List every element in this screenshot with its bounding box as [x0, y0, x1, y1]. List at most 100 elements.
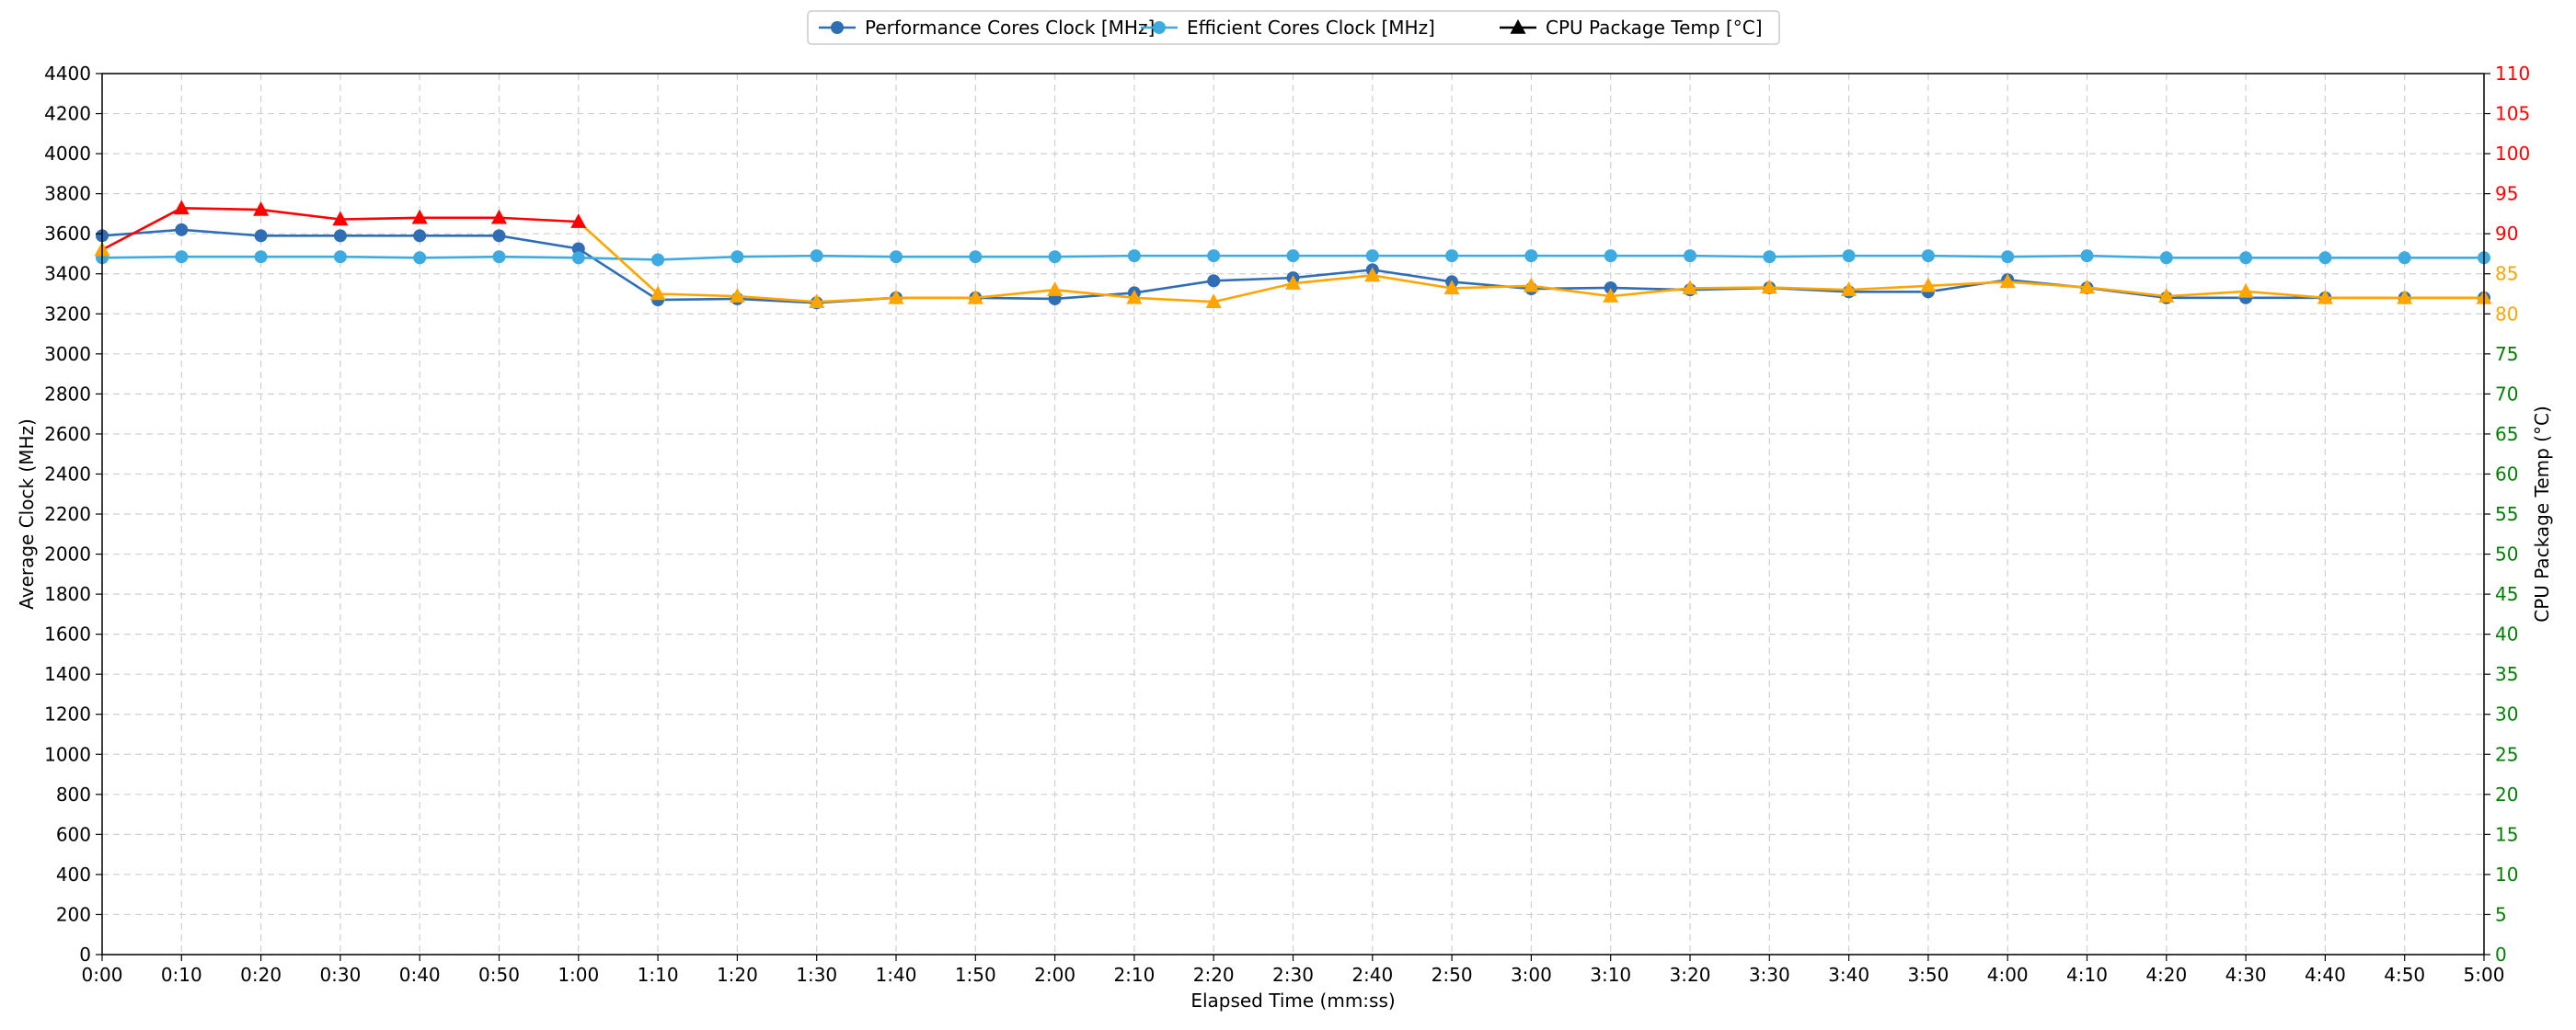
- y2-tick-label: 40: [2495, 624, 2518, 646]
- temp-line-segment: [737, 294, 817, 303]
- y-tick-label: 2600: [44, 423, 91, 445]
- temp-point: [570, 213, 587, 228]
- y2-tick-label: 110: [2495, 63, 2530, 85]
- y2-tick-label: 15: [2495, 823, 2518, 845]
- y-tick-label: 3000: [44, 343, 91, 365]
- y2-tick-label: 80: [2495, 303, 2518, 325]
- temp-point: [2397, 289, 2413, 304]
- temp-point: [2237, 282, 2254, 298]
- y-tick-label: 0: [79, 944, 91, 966]
- series-point-1: [1921, 249, 1935, 263]
- series-point-1: [2318, 251, 2332, 265]
- y2-tick-label: 85: [2495, 263, 2518, 285]
- y-tick-label: 1400: [44, 663, 91, 685]
- series-point-1: [1127, 249, 1141, 263]
- y-axis-label: Average Clock (MHz): [16, 418, 38, 610]
- series-layer: [94, 200, 2492, 310]
- x-tick-label: 2:00: [1034, 964, 1075, 986]
- legend-marker-temp: [1510, 19, 1526, 34]
- temp-line-segment: [2007, 280, 2087, 289]
- series-point-0: [1604, 280, 1617, 294]
- temp-line-segment: [1372, 274, 1453, 290]
- x-tick-label: 4:30: [2225, 964, 2267, 986]
- series-point-1: [492, 250, 506, 264]
- series-point-1: [2159, 251, 2173, 265]
- series-point-1: [2001, 250, 2015, 264]
- temp-line-segment: [1133, 296, 1214, 303]
- temp-point: [1284, 275, 1302, 290]
- x-tick-label: 3:20: [1670, 964, 1711, 986]
- y-tick-label: 2200: [44, 503, 91, 525]
- temp-point: [1126, 289, 1143, 304]
- legend-marker-performance: [831, 21, 844, 34]
- series-point-1: [2398, 251, 2411, 265]
- y-tick-label: 200: [56, 903, 91, 925]
- temp-point: [1523, 277, 1539, 292]
- temp-point: [1443, 280, 1460, 295]
- temp-line-segment: [975, 288, 1055, 300]
- series-point-0: [333, 229, 347, 243]
- series-point-1: [1524, 249, 1538, 263]
- y2-tick-label: 45: [2495, 583, 2518, 605]
- temp-line-segment: [1848, 284, 1928, 292]
- y2-tick-label: 50: [2495, 544, 2518, 566]
- temp-line-segment: [1213, 281, 1294, 303]
- temp-point: [173, 200, 190, 215]
- series-point-0: [492, 229, 506, 243]
- x-tick-label: 4:40: [2305, 964, 2346, 986]
- temp-line-segment: [101, 207, 182, 251]
- y-tick-label: 1000: [44, 743, 91, 765]
- temp-line-segment: [2166, 290, 2247, 298]
- temp-point: [888, 289, 904, 304]
- temp-point: [1682, 280, 1698, 295]
- legend-marker-efficient: [1153, 21, 1166, 34]
- y2-tick-label: 100: [2495, 143, 2530, 165]
- temp-point: [1364, 267, 1381, 282]
- x-tick-label: 3:30: [1749, 964, 1790, 986]
- x-tick-label: 4:50: [2384, 964, 2425, 986]
- temp-line-segment: [816, 296, 897, 303]
- temp-point: [490, 209, 508, 224]
- series-point-0: [1207, 274, 1221, 288]
- temp-point: [809, 293, 825, 308]
- temp-line-segment: [260, 208, 341, 221]
- y-tick-label: 1600: [44, 624, 91, 646]
- temp-line-segment: [577, 221, 659, 295]
- y2-tick-label: 60: [2495, 463, 2518, 485]
- x-tick-label: 2:50: [1432, 964, 1473, 986]
- x-tick-label: 0:50: [478, 964, 520, 986]
- series-point-1: [810, 249, 823, 263]
- series-point-1: [1763, 250, 1777, 264]
- x-tick-label: 5:00: [2464, 964, 2505, 986]
- legend-label-efficient: Efficient Cores Clock [MHz]: [1187, 17, 1435, 39]
- temp-line-segment: [2245, 290, 2326, 300]
- temp-line-segment: [1293, 274, 1373, 285]
- x-tick-label: 2:30: [1272, 964, 1314, 986]
- y2-tick-label: 25: [2495, 743, 2518, 765]
- series-point-1: [651, 253, 665, 267]
- temp-point: [967, 289, 983, 304]
- series-point-1: [1207, 249, 1221, 263]
- temp-point: [1047, 281, 1064, 296]
- temp-point: [332, 211, 349, 226]
- series-point-1: [1286, 249, 1300, 263]
- series-point-1: [1604, 249, 1617, 263]
- y-tick-label: 600: [56, 823, 91, 845]
- x-tick-label: 4:10: [2066, 964, 2108, 986]
- x-tick-label: 4:00: [1987, 964, 2029, 986]
- y-tick-label: 2800: [44, 383, 91, 405]
- temp-point: [411, 209, 428, 224]
- temp-point: [1205, 293, 1222, 308]
- y2-tick-label: 10: [2495, 864, 2518, 886]
- x-tick-label: 4:20: [2145, 964, 2187, 986]
- x-tick-label: 1:30: [796, 964, 837, 986]
- y-tick-label: 4400: [44, 63, 91, 85]
- temp-line-segment: [499, 216, 579, 223]
- axes: 0:00 0:10 0:20 0:30 0:40 0:50 1:00 1:10 1:20 1:30…: [44, 63, 2530, 986]
- series-point-1: [413, 251, 427, 265]
- legend-box: [807, 10, 1780, 45]
- x-axis-label: Elapsed Time (mm:ss): [1190, 990, 1395, 1012]
- temp-point: [729, 288, 745, 303]
- temp-line-segment: [2087, 286, 2167, 298]
